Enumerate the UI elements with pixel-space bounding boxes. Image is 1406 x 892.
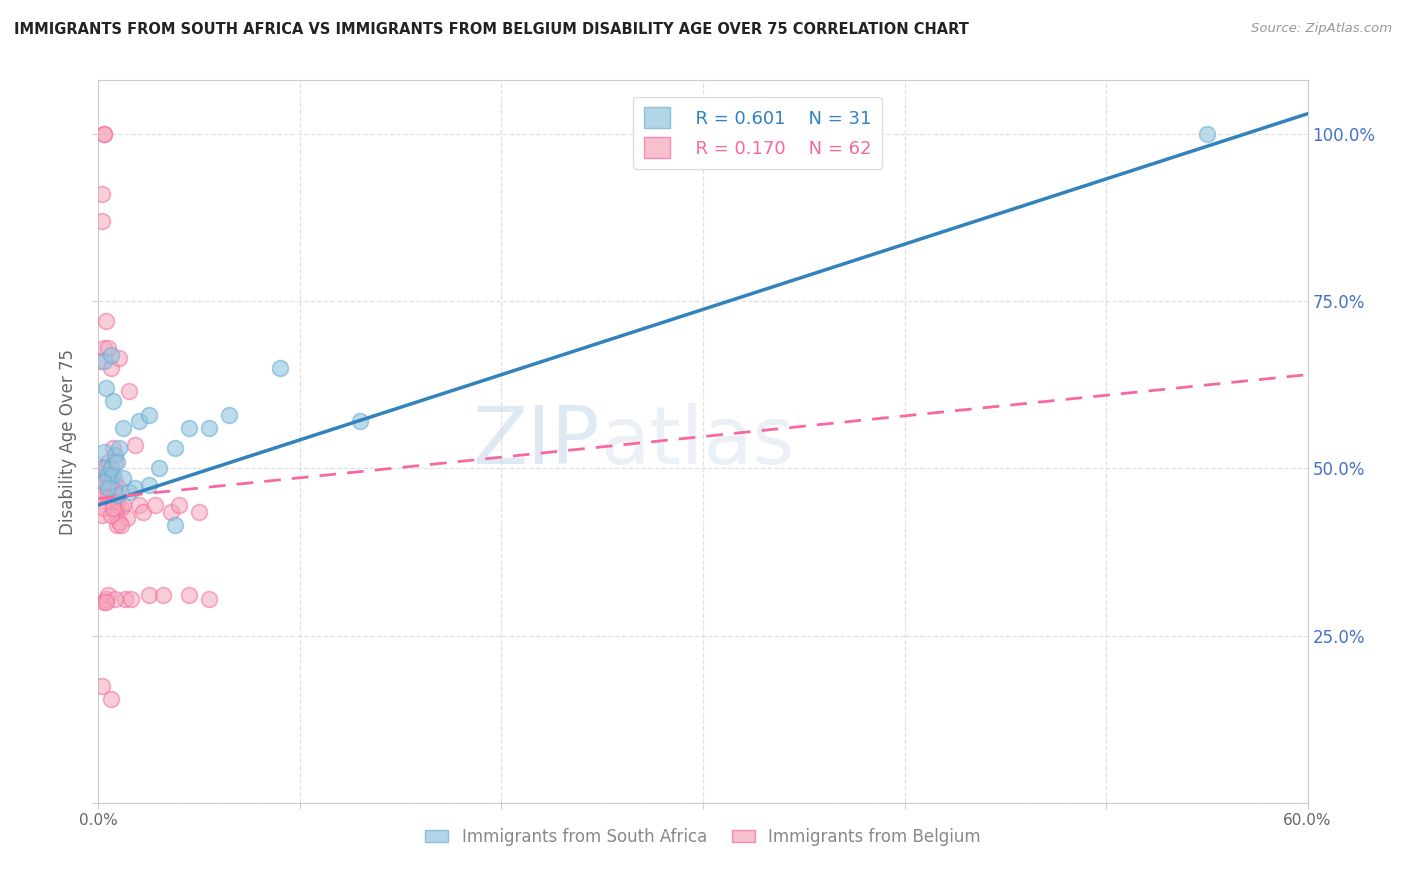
Point xyxy=(101,442,124,455)
Point xyxy=(97,467,120,482)
Point xyxy=(111,498,134,512)
Point xyxy=(93,501,115,516)
Point xyxy=(97,341,120,355)
Point xyxy=(105,518,128,533)
Point xyxy=(89,488,111,502)
Point xyxy=(218,408,240,422)
Point xyxy=(93,127,115,141)
Point xyxy=(1195,127,1218,141)
Point xyxy=(91,478,114,492)
Point xyxy=(103,475,125,489)
Point xyxy=(105,488,128,502)
Point xyxy=(91,508,114,523)
Point xyxy=(97,455,120,469)
Point xyxy=(107,442,129,455)
Point xyxy=(138,408,160,422)
Point xyxy=(349,414,371,429)
Point xyxy=(198,591,221,606)
Point xyxy=(103,505,125,519)
Point xyxy=(96,314,118,328)
Point xyxy=(91,461,114,475)
Point xyxy=(100,508,122,523)
Text: IMMIGRANTS FROM SOUTH AFRICA VS IMMIGRANTS FROM BELGIUM DISABILITY AGE OVER 75 C: IMMIGRANTS FROM SOUTH AFRICA VS IMMIGRAN… xyxy=(14,22,969,37)
Point xyxy=(97,491,120,506)
Point xyxy=(124,482,146,496)
Point xyxy=(93,595,115,609)
Point xyxy=(105,494,128,508)
Point xyxy=(101,467,124,482)
Point xyxy=(96,595,118,609)
Point xyxy=(179,589,201,603)
Point xyxy=(138,478,160,492)
Point xyxy=(111,421,134,435)
Point xyxy=(89,475,111,489)
Point xyxy=(100,692,122,706)
Point xyxy=(91,214,114,228)
Point xyxy=(110,501,132,516)
Point xyxy=(120,591,142,606)
Point xyxy=(91,679,114,693)
Point xyxy=(124,438,146,452)
Point xyxy=(114,591,136,606)
Point xyxy=(160,505,183,519)
Point xyxy=(93,341,115,355)
Point xyxy=(163,518,186,533)
Point xyxy=(105,455,128,469)
Point xyxy=(107,351,129,365)
Point xyxy=(103,455,125,469)
Point xyxy=(91,187,114,202)
Point xyxy=(97,488,120,502)
Point xyxy=(103,448,125,462)
Point xyxy=(163,442,186,455)
Point xyxy=(198,421,221,435)
Point xyxy=(93,354,115,368)
Point xyxy=(111,471,134,485)
Point xyxy=(179,421,201,435)
Point xyxy=(107,515,129,529)
Point xyxy=(101,482,124,496)
Point xyxy=(118,384,141,399)
Point xyxy=(93,127,115,141)
Point xyxy=(100,348,122,362)
Point xyxy=(115,511,138,525)
Point xyxy=(269,361,291,376)
Point xyxy=(100,361,122,376)
Point xyxy=(152,589,174,603)
Point xyxy=(110,518,132,533)
Point xyxy=(93,444,115,458)
Point xyxy=(96,461,118,475)
Point xyxy=(132,505,155,519)
Point xyxy=(143,498,166,512)
Text: atlas: atlas xyxy=(600,402,794,481)
Point xyxy=(167,498,190,512)
Point xyxy=(128,498,150,512)
Point xyxy=(105,501,128,516)
Point xyxy=(96,591,118,606)
Point xyxy=(188,505,211,519)
Point xyxy=(107,482,129,496)
Point xyxy=(103,591,125,606)
Point xyxy=(96,381,118,395)
Point xyxy=(97,482,120,496)
Point xyxy=(118,484,141,499)
Legend: Immigrants from South Africa, Immigrants from Belgium: Immigrants from South Africa, Immigrants… xyxy=(418,821,988,852)
Point xyxy=(100,475,122,489)
Point xyxy=(100,467,122,482)
Point xyxy=(128,414,150,429)
Point xyxy=(96,467,118,482)
Y-axis label: Disability Age Over 75: Disability Age Over 75 xyxy=(59,349,77,534)
Point xyxy=(93,475,115,489)
Point xyxy=(93,475,115,489)
Text: Source: ZipAtlas.com: Source: ZipAtlas.com xyxy=(1251,22,1392,36)
Point xyxy=(101,394,124,409)
Point xyxy=(138,589,160,603)
Point xyxy=(97,589,120,603)
Point xyxy=(101,501,124,516)
Text: ZIP: ZIP xyxy=(472,402,600,481)
Point xyxy=(91,461,114,475)
Point xyxy=(101,494,124,508)
Point xyxy=(89,354,111,368)
Point xyxy=(148,461,170,475)
Point xyxy=(100,461,122,475)
